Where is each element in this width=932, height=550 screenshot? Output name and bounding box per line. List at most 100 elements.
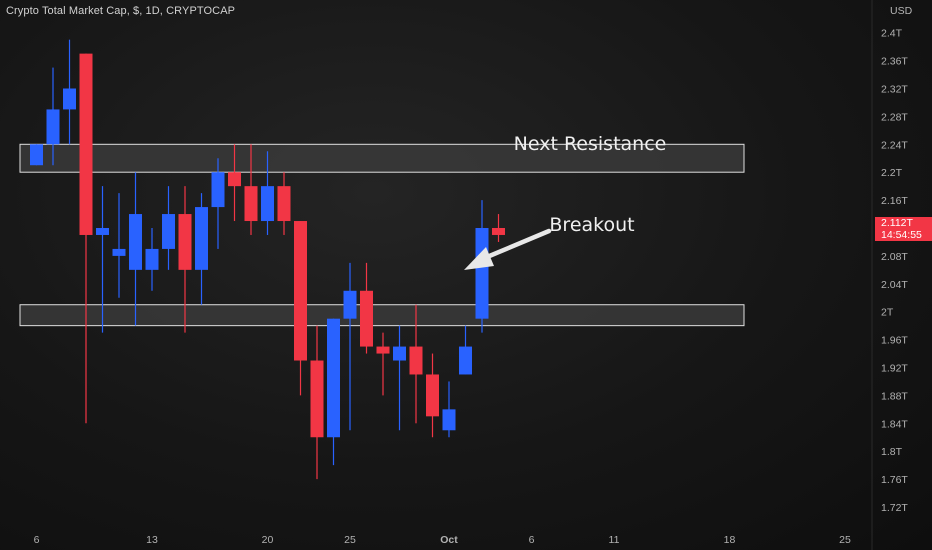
price-axis[interactable]: 1.72T 1.76T 1.8T 1.84T 1.88T 1.92T 1.96T 2T 2.04… xyxy=(871,0,908,550)
price-tick-label: 2.08T xyxy=(881,251,908,263)
resistance-label: Next Resistance xyxy=(514,133,667,155)
price-tick-label: 1.76T xyxy=(881,474,908,486)
candle[interactable] xyxy=(294,221,307,396)
candle-body xyxy=(96,228,109,235)
candle-body xyxy=(79,53,93,235)
candles-layer xyxy=(30,39,505,480)
candle-body xyxy=(343,290,357,319)
time-tick-label: 6 xyxy=(34,534,40,546)
candle[interactable] xyxy=(211,158,225,249)
time-tick-label: 25 xyxy=(344,534,356,546)
price-tick-label: 2T xyxy=(881,307,894,319)
candle[interactable] xyxy=(310,325,324,480)
candle-body xyxy=(409,346,423,375)
zone-box-2[interactable] xyxy=(19,304,745,327)
candle[interactable] xyxy=(145,228,159,291)
time-tick-label: 20 xyxy=(262,534,274,546)
candle-body xyxy=(112,248,126,256)
candle[interactable] xyxy=(244,144,258,235)
time-tick-label: 13 xyxy=(146,534,158,546)
candle[interactable] xyxy=(112,193,126,298)
price-tick-label: 2.24T xyxy=(881,139,908,151)
symbol-title[interactable]: Crypto Total Market Cap, $, 1D, CRYPTOCA… xyxy=(6,5,236,17)
breakout-arrow-icon xyxy=(464,228,552,270)
time-tick-label: 6 xyxy=(529,534,535,546)
candle[interactable] xyxy=(393,325,406,431)
candle-body xyxy=(30,144,43,166)
candle-body xyxy=(178,214,192,270)
candle-body xyxy=(145,248,159,270)
zones-layer xyxy=(19,143,745,327)
bar-countdown: 14:54:55 xyxy=(881,228,922,241)
price-tick-label: 1.84T xyxy=(881,418,908,430)
candle-body xyxy=(327,318,340,438)
candle[interactable] xyxy=(442,381,456,438)
currency-label[interactable]: USD xyxy=(890,5,913,17)
annotations-layer: Next Resistance Breakout xyxy=(464,133,666,270)
zone-box-1[interactable] xyxy=(19,143,745,173)
candle-body xyxy=(459,346,472,375)
candle[interactable] xyxy=(228,144,241,222)
price-tick-label: 1.92T xyxy=(881,363,908,375)
time-tick-label: 11 xyxy=(609,534,620,546)
candle[interactable] xyxy=(409,304,423,424)
candle-body xyxy=(277,186,291,222)
candle-body xyxy=(261,186,274,222)
price-tick-label: 2.32T xyxy=(881,84,908,96)
candle[interactable] xyxy=(96,186,109,333)
price-tick-label: 1.88T xyxy=(881,390,908,402)
candle[interactable] xyxy=(261,151,274,235)
price-tick-label: 2.28T xyxy=(881,111,908,123)
last-price-value: 2.112T xyxy=(881,217,913,229)
candle[interactable] xyxy=(376,332,390,396)
candle[interactable] xyxy=(129,172,142,326)
candle[interactable] xyxy=(195,193,208,305)
candle-body xyxy=(426,374,439,417)
price-tick-label: 2.04T xyxy=(881,279,908,291)
candle[interactable] xyxy=(63,39,76,145)
candle[interactable] xyxy=(459,325,472,375)
price-tick-label: 2.36T xyxy=(881,56,908,68)
price-tick-label: 1.96T xyxy=(881,335,908,347)
candle-body xyxy=(162,214,175,249)
price-tick-label: 2.4T xyxy=(881,28,903,40)
candle[interactable] xyxy=(46,67,60,166)
candle-body xyxy=(310,360,324,438)
time-tick-label: 25 xyxy=(839,534,851,546)
candle[interactable] xyxy=(492,214,505,242)
candle[interactable] xyxy=(162,186,175,270)
candle[interactable] xyxy=(327,318,340,466)
candle[interactable] xyxy=(30,144,43,166)
breakout-label: Breakout xyxy=(549,214,634,236)
candle-body xyxy=(211,172,225,208)
candle[interactable] xyxy=(426,353,439,438)
candle-body xyxy=(393,346,406,361)
candle[interactable] xyxy=(79,53,93,424)
candle[interactable] xyxy=(360,262,373,354)
candle-body xyxy=(492,228,505,235)
price-tick-label: 2.16T xyxy=(881,195,908,207)
candle-body xyxy=(195,207,208,270)
candle-body xyxy=(63,88,76,110)
candle-body xyxy=(442,409,456,431)
price-tick-label: 2.2T xyxy=(881,167,903,179)
candle[interactable] xyxy=(343,262,357,431)
candle-body xyxy=(475,228,489,319)
time-tick-label: 18 xyxy=(724,534,736,546)
candle-body xyxy=(129,214,142,270)
time-tick-label: Oct xyxy=(440,534,458,546)
price-tick-label: 1.72T xyxy=(881,502,908,514)
candle-body xyxy=(228,172,241,187)
price-tick-label: 1.8T xyxy=(881,446,903,458)
candle-body xyxy=(376,346,390,354)
time-axis[interactable]: 6 13 20 25 Oct 6 11 18 25 xyxy=(34,534,851,546)
candle[interactable] xyxy=(178,186,192,333)
candle-body xyxy=(244,186,258,222)
candle-body xyxy=(360,290,373,347)
last-price-label: 2.112T 14:54:55 xyxy=(875,217,932,241)
candle[interactable] xyxy=(277,172,291,235)
candle-body xyxy=(294,221,307,361)
candle-body xyxy=(46,109,60,145)
